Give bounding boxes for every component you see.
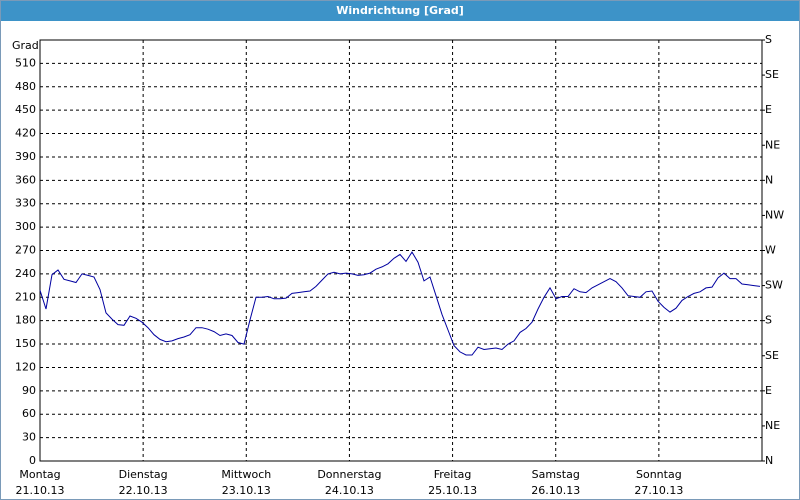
y2-tick-label: SE <box>765 68 779 81</box>
data-line <box>39 251 761 356</box>
y2-tick-label: N <box>765 454 773 467</box>
y-tick-label: 420 <box>15 127 36 140</box>
y-tick-label: 180 <box>15 314 36 327</box>
x-tick-date: 23.10.13 <box>222 484 271 497</box>
y-tick-label: 90 <box>22 384 36 397</box>
y2-tick-label: E <box>765 384 772 397</box>
x-tick-day: Montag <box>19 468 60 481</box>
y2-tick-label: NW <box>765 208 784 221</box>
y-tick-label: 120 <box>15 360 36 373</box>
y2-tick-label: E <box>765 103 772 116</box>
y-tick-label: 60 <box>22 407 36 420</box>
y2-tick-label: NE <box>765 419 780 432</box>
x-tick-day: Dienstag <box>119 468 168 481</box>
x-tick-date: 26.10.13 <box>531 484 580 497</box>
x-tick-day: Sonntag <box>636 468 682 481</box>
y-tick-label: 30 <box>22 431 36 444</box>
y2-tick-label: S <box>765 33 772 46</box>
y-tick-label: 210 <box>15 290 36 303</box>
y2-tick-label: S <box>765 314 772 327</box>
y-tick-label: 0 <box>29 454 36 467</box>
x-tick-day: Samstag <box>532 468 580 481</box>
y-tick-label: 240 <box>15 267 36 280</box>
y-tick-label: 390 <box>15 150 36 163</box>
y-tick-label: 510 <box>15 56 36 69</box>
x-tick-date: 27.10.13 <box>634 484 683 497</box>
x-tick-day: Freitag <box>434 468 472 481</box>
y-tick-label: 300 <box>15 220 36 233</box>
plot-frame <box>39 39 763 462</box>
y2-tick-label: SE <box>765 349 779 362</box>
y-tick-label: 480 <box>15 80 36 93</box>
x-tick-date: 21.10.13 <box>16 484 65 497</box>
window-title: Windrichtung [Grad] <box>1 1 799 21</box>
y-tick-label: 150 <box>15 337 36 350</box>
x-tick-date: 22.10.13 <box>119 484 168 497</box>
y2-tick-label: SW <box>765 279 783 292</box>
x-tick-date: 25.10.13 <box>428 484 477 497</box>
y2-tick-label: N <box>765 173 773 186</box>
y2-tick-label: NE <box>765 138 780 151</box>
y-tick-label: 330 <box>15 197 36 210</box>
y-tick-label: 450 <box>15 103 36 116</box>
y-tick-label: 360 <box>15 173 36 186</box>
y2-tick-label: W <box>765 244 776 257</box>
x-tick-day: Mittwoch <box>221 468 271 481</box>
x-tick-date: 24.10.13 <box>325 484 374 497</box>
y-tick-label: 270 <box>15 244 36 257</box>
x-tick-day: Donnerstag <box>317 468 381 481</box>
y-axis-label: Grad <box>12 39 39 52</box>
